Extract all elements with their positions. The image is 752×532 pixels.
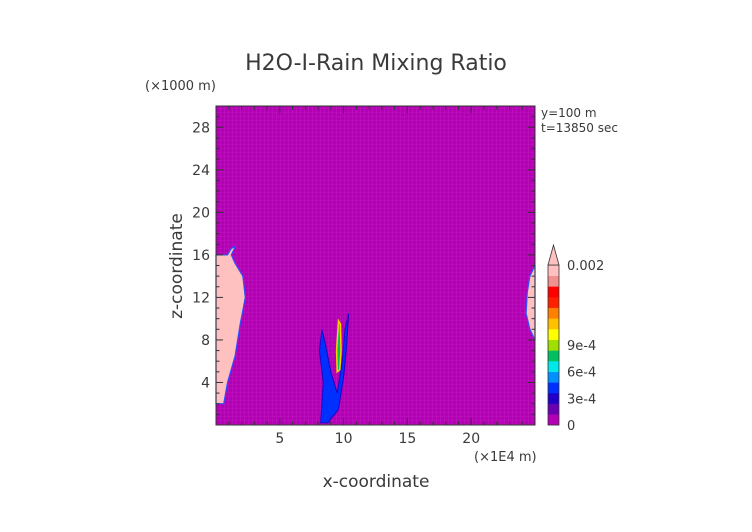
colorbar-label: 9e-4 — [567, 339, 596, 354]
colorbar-swatch — [548, 297, 559, 308]
colorbar-swatch — [548, 393, 559, 404]
colorbar-swatch — [548, 286, 559, 298]
colorbar-extend-arrow — [547, 243, 560, 266]
x-tick-label: 5 — [275, 431, 284, 447]
x-axis-label: x-coordinate — [323, 472, 430, 492]
y-tick-label: 16 — [192, 248, 210, 264]
annotation-t: t=13850 sec — [541, 121, 618, 135]
chart-title: H2O-I-Rain Mixing Ratio — [245, 51, 507, 76]
plot-area — [216, 106, 535, 425]
y-unit-label: (×1000 m) — [145, 79, 216, 94]
y-tick-label: 4 — [201, 375, 210, 391]
colorbar-swatch — [548, 329, 559, 340]
region-center-band — [318, 313, 350, 424]
colorbar-swatch — [548, 361, 559, 372]
colorbar-swatch — [548, 414, 559, 426]
x-tick-label: 15 — [398, 431, 416, 447]
colorbar-swatch — [548, 350, 559, 362]
colorbar-label: 3e-4 — [567, 392, 596, 407]
colorbar-swatch — [548, 265, 559, 276]
colorbar-swatch — [548, 318, 559, 330]
y-axis-label: z-coordinate — [167, 213, 187, 319]
colorbar-label: 0 — [567, 419, 575, 434]
y-tick-label: 8 — [201, 333, 210, 349]
x-tick-label: 20 — [462, 431, 480, 447]
colorbar-swatch — [548, 307, 559, 319]
x-unit-label: (×1E4 m) — [474, 450, 537, 465]
region-0 — [215, 245, 246, 405]
colorbar-swatch — [548, 371, 559, 383]
colorbar-swatch — [548, 403, 559, 415]
region-2 — [335, 318, 342, 374]
y-tick-label: 28 — [192, 120, 210, 136]
y-tick-label: 12 — [192, 290, 210, 306]
y-tick-label: 24 — [192, 163, 210, 179]
annotation-y: y=100 m — [541, 106, 597, 120]
colorbar-swatch — [548, 382, 559, 394]
colorbar-label: 0.002 — [567, 259, 604, 274]
colorbar-label: 6e-4 — [567, 366, 596, 381]
x-tick-label: 10 — [335, 431, 353, 447]
colorbar-swatch — [548, 275, 559, 287]
colorbar-swatch — [548, 339, 559, 351]
y-tick-label: 20 — [192, 205, 210, 221]
